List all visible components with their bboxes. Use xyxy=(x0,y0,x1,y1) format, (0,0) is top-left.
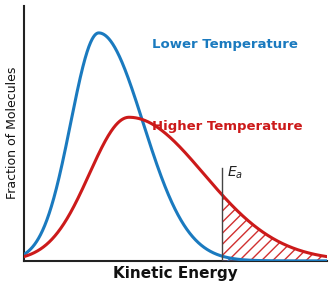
Text: $E_a$: $E_a$ xyxy=(227,164,243,181)
Text: Higher Temperature: Higher Temperature xyxy=(152,120,303,133)
Y-axis label: Fraction of Molecules: Fraction of Molecules xyxy=(6,67,19,199)
X-axis label: Kinetic Energy: Kinetic Energy xyxy=(113,266,238,282)
Text: Lower Temperature: Lower Temperature xyxy=(152,38,298,51)
